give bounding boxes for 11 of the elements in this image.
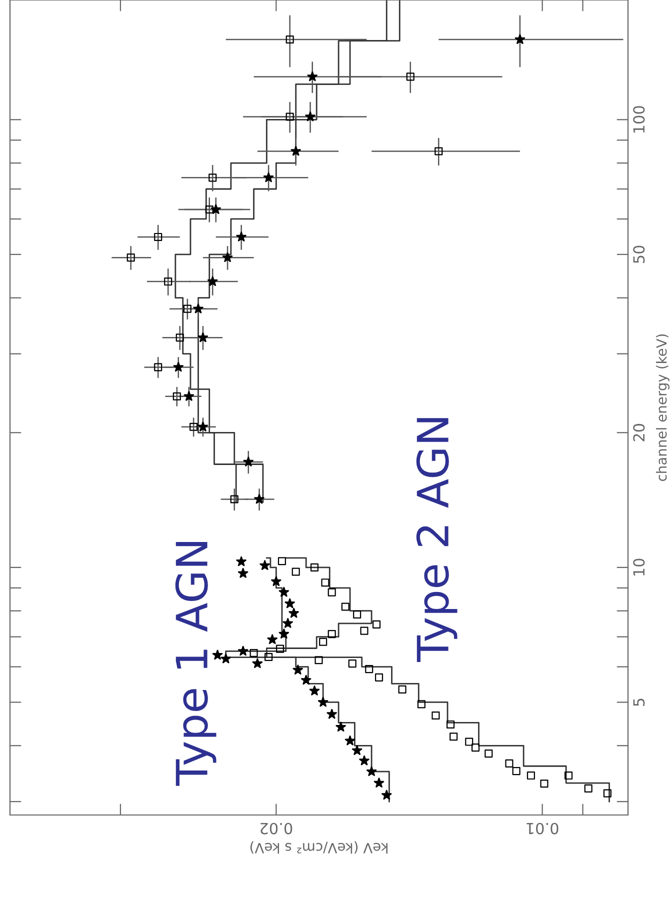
y-tick-label: 100 xyxy=(633,106,645,133)
annotation: Type 2 AGN xyxy=(416,418,458,662)
y-tick-label: 10 xyxy=(633,558,645,576)
x-tick-label: 0.02 xyxy=(260,822,292,834)
y-tick-label: 50 xyxy=(633,246,645,263)
x-tick-label: 0.01 xyxy=(526,822,558,834)
y-tick-label: 20 xyxy=(633,424,645,442)
y-tick-label: 5 xyxy=(633,698,645,706)
annotation: Type 1 AGN xyxy=(175,542,216,786)
y-axis-title: channel energy (keV) xyxy=(656,334,670,482)
x-axis-title: keV (keV/cm² s keV) xyxy=(250,841,388,854)
